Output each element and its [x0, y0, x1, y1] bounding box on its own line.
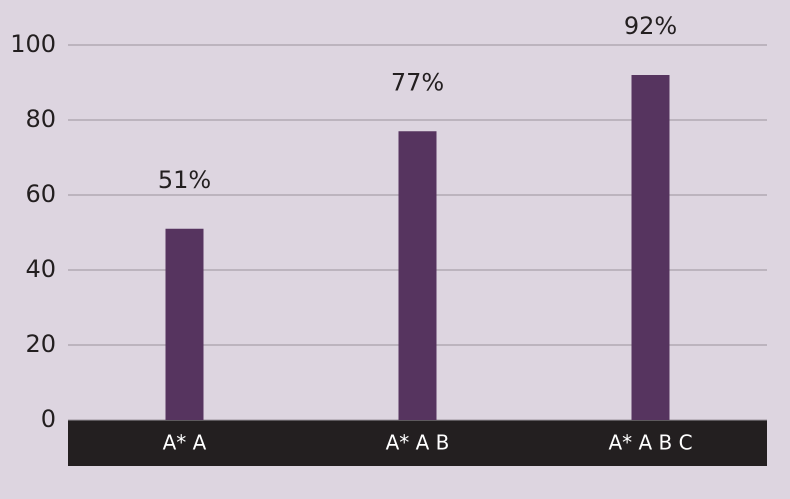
y-tick-label: 80: [25, 105, 56, 133]
x-tick-label: A* A B: [386, 431, 450, 455]
x-tick-label: A* A B C: [608, 431, 692, 455]
value-label: 77%: [391, 68, 444, 96]
bar: [398, 131, 437, 420]
y-tick-label: 40: [25, 255, 56, 283]
y-tick-label: 20: [25, 330, 56, 358]
y-tick-label: 60: [25, 180, 56, 208]
y-tick-label: 0: [41, 405, 56, 433]
x-tick-label: A* A: [163, 431, 207, 455]
bar: [165, 228, 204, 420]
value-label: 92%: [624, 12, 677, 40]
value-label: 51%: [158, 166, 211, 194]
category-band: [68, 420, 767, 466]
bar: [631, 75, 670, 420]
y-tick-label: 100: [10, 30, 56, 58]
